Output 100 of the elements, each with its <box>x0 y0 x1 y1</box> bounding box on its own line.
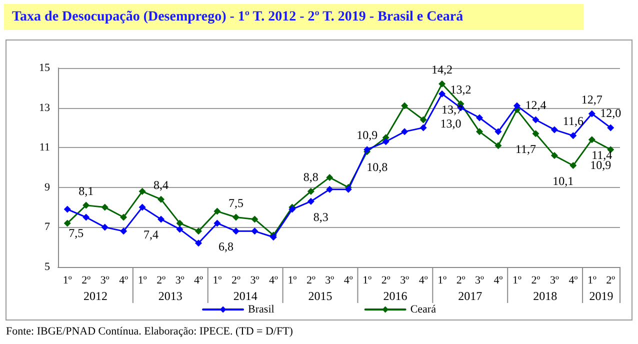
x-tick-label: 2º <box>156 274 166 286</box>
point <box>420 116 427 124</box>
point <box>494 142 502 150</box>
data-label: 8,8 <box>303 170 318 184</box>
point <box>82 202 90 209</box>
y-tick-label: 15 <box>39 62 50 74</box>
y-tick-label: 11 <box>39 142 50 154</box>
x-tick-label: 1º <box>138 274 148 286</box>
point <box>232 214 240 221</box>
point <box>120 228 128 235</box>
y-tick-label: 7 <box>44 221 50 234</box>
x-tick-label: 4º <box>268 274 278 286</box>
x-tick-label: 2º <box>531 274 541 286</box>
point <box>120 214 128 221</box>
point <box>232 228 240 235</box>
x-tick-label: 1º <box>288 274 298 286</box>
text: 2016 <box>383 289 408 303</box>
point <box>326 186 334 193</box>
point <box>64 220 71 227</box>
data-label: 7,5 <box>68 226 84 240</box>
point <box>138 188 146 195</box>
text: 2012 <box>83 289 108 303</box>
text: 2017 <box>458 289 482 303</box>
point <box>532 130 540 138</box>
source-note: Fonte: IBGE/PNAD Contínua. Elaboração: IPECE. (TD = D/FT) <box>6 326 294 338</box>
point <box>307 198 314 205</box>
x-tick-label: 2º <box>82 274 92 286</box>
x-tick-label: 3º <box>175 274 185 286</box>
data-label: 6,8 <box>218 240 234 254</box>
point <box>570 132 577 140</box>
point <box>476 128 483 136</box>
point <box>101 204 108 211</box>
data-label: 8,3 <box>313 210 328 224</box>
point <box>588 136 596 144</box>
text: 2013 <box>158 289 182 303</box>
point <box>382 138 390 146</box>
x-tick-label: 2º <box>306 274 316 286</box>
point <box>176 220 184 227</box>
data-label: 10,1 <box>552 174 574 188</box>
x-tick-label: 4º <box>194 274 204 286</box>
x-tick-label: 2º <box>232 274 242 286</box>
data-label: 10,9 <box>356 128 378 142</box>
legend-label: Brasil <box>248 304 274 316</box>
x-tick-label: 1º <box>62 274 72 286</box>
x-tick-label: 2º <box>381 274 391 286</box>
point <box>513 102 520 110</box>
point <box>82 214 90 221</box>
point <box>251 216 258 223</box>
data-label: 7,5 <box>228 196 244 210</box>
data-label: 13,2 <box>450 82 472 96</box>
y-tick-label: 9 <box>44 181 50 194</box>
x-tick-label: 3º <box>475 274 485 286</box>
x-tick-label: 2º <box>606 274 616 286</box>
point <box>176 226 184 233</box>
x-tick-label: 4º <box>119 274 129 286</box>
point <box>420 124 427 132</box>
x-tick-label: 1º <box>512 274 522 286</box>
point <box>195 240 202 247</box>
data-label: 8,4 <box>154 178 169 192</box>
data-label: 13,0 <box>440 116 462 130</box>
x-tick-label: 2º <box>456 274 466 286</box>
y-tick-label: 5 <box>44 261 50 273</box>
x-tick-label: 3º <box>100 274 110 286</box>
point <box>214 208 221 215</box>
y-tick-label: 13 <box>39 102 50 114</box>
data-label: 10,8 <box>366 160 388 174</box>
point <box>476 114 483 122</box>
data-label: 12,7 <box>581 92 602 106</box>
x-tick-label: 1º <box>587 274 597 286</box>
text: 2019 <box>589 289 614 303</box>
point <box>588 110 596 118</box>
data-label: 11,6 <box>562 114 584 128</box>
x-tick-label: 1º <box>362 274 372 286</box>
point <box>158 196 165 203</box>
point <box>570 162 577 170</box>
chart-title: Taxa de Desocupação (Desemprego) - 1º T. 2012 - 2º T. 2019 - Brasil e Ceará <box>12 10 464 24</box>
data-label: 13,7 <box>442 102 463 116</box>
x-tick-label: 4º <box>568 274 578 286</box>
point <box>550 126 558 134</box>
data-label: 7,4 <box>144 228 159 242</box>
x-tick-label: 1º <box>438 274 448 286</box>
text: 2018 <box>533 289 558 303</box>
point <box>438 80 446 88</box>
point <box>195 228 202 235</box>
data-label: 12,0 <box>600 106 622 120</box>
data-label: 14,2 <box>432 62 453 76</box>
x-tick-label: 4º <box>494 274 504 286</box>
x-tick-label: 3º <box>400 274 410 286</box>
point <box>401 128 408 136</box>
data-label: 11,7 <box>515 142 536 156</box>
x-tick-label: 3º <box>325 274 335 286</box>
point <box>494 128 502 136</box>
point <box>214 220 221 227</box>
point <box>307 188 314 195</box>
text: 2015 <box>308 289 332 303</box>
point <box>138 204 146 211</box>
x-tick-label: 3º <box>250 274 260 286</box>
point <box>326 174 334 181</box>
point <box>101 224 108 231</box>
point <box>251 228 258 235</box>
